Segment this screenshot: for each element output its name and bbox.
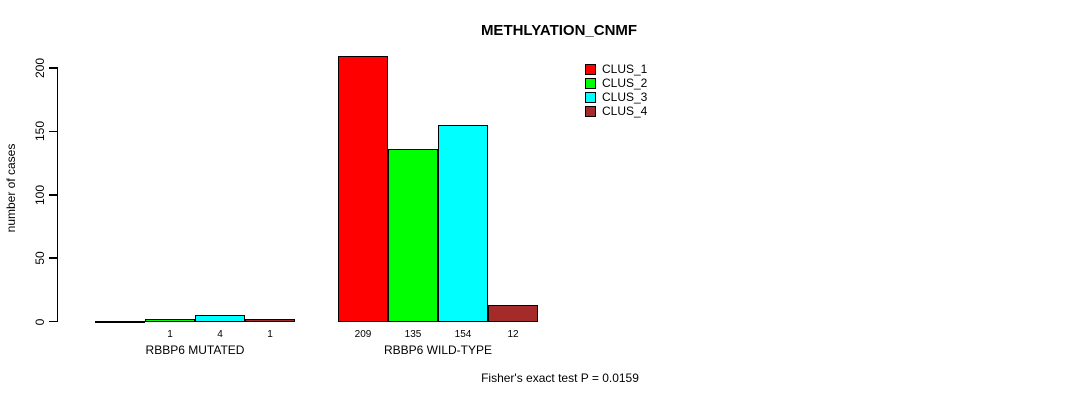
legend-label: CLUS_2 <box>602 76 648 90</box>
y-tick-label: 150 <box>33 121 47 142</box>
y-tick <box>49 194 57 196</box>
legend-swatch-clus-4 <box>585 106 596 117</box>
stat-note: Fisher's exact test P = 0.0159 <box>481 371 639 385</box>
bar-rbbp6-mutated-clus-1 <box>95 320 145 323</box>
bar-value-label: 135 <box>404 329 422 340</box>
y-tick <box>49 130 57 133</box>
legend-item-clus-3: CLUS_3 <box>585 90 648 104</box>
legend-label: CLUS_3 <box>602 90 648 104</box>
legend: CLUS_1 CLUS_2 CLUS_3 CLUS_4 <box>585 62 648 120</box>
legend-label: CLUS_1 <box>602 62 648 76</box>
y-tick-label: 100 <box>33 184 47 205</box>
y-tick <box>49 257 57 259</box>
bar-rbbp6-wild-type-clus-2 <box>388 149 438 323</box>
legend-swatch-clus-3 <box>585 92 596 103</box>
bar-rbbp6-mutated-clus-2 <box>145 319 195 323</box>
y-tick-label: 50 <box>33 251 47 265</box>
bar-value-label: 12 <box>507 329 519 340</box>
y-tick-label: 200 <box>33 57 47 79</box>
y-tick <box>49 320 57 323</box>
legend-item-clus-2: CLUS_2 <box>585 76 648 90</box>
bar-rbbp6-mutated-clus-4 <box>245 319 295 323</box>
y-tick-label: 0 <box>33 318 47 325</box>
y-axis-line <box>56 67 58 323</box>
bar-value-label: 1 <box>167 329 173 340</box>
bar-rbbp6-wild-type-clus-4 <box>488 305 538 323</box>
legend-swatch-clus-1 <box>585 64 596 75</box>
y-tick <box>49 67 57 69</box>
legend-swatch-clus-2 <box>585 78 596 89</box>
bar-rbbp6-wild-type-clus-3 <box>438 125 488 323</box>
bar-value-label: 154 <box>454 329 472 340</box>
group-label-rbbp6-mutated: RBBP6 MUTATED <box>145 343 245 357</box>
legend-item-clus-1: CLUS_1 <box>585 62 648 76</box>
bar-value-label: 4 <box>217 329 223 340</box>
y-axis-label: number of cases <box>4 143 18 233</box>
legend-item-clus-4: CLUS_4 <box>585 104 648 118</box>
bar-value-label: 1 <box>267 329 273 340</box>
legend-label: CLUS_4 <box>602 104 648 118</box>
group-label-rbbp6-wild-type: RBBP6 WILD-TYPE <box>383 343 493 357</box>
bar-rbbp6-mutated-clus-3 <box>195 315 245 323</box>
chart-title: METHLYATION_CNMF <box>480 22 638 39</box>
bar-value-label: 209 <box>354 329 372 340</box>
bar-rbbp6-wild-type-clus-1 <box>338 55 388 323</box>
